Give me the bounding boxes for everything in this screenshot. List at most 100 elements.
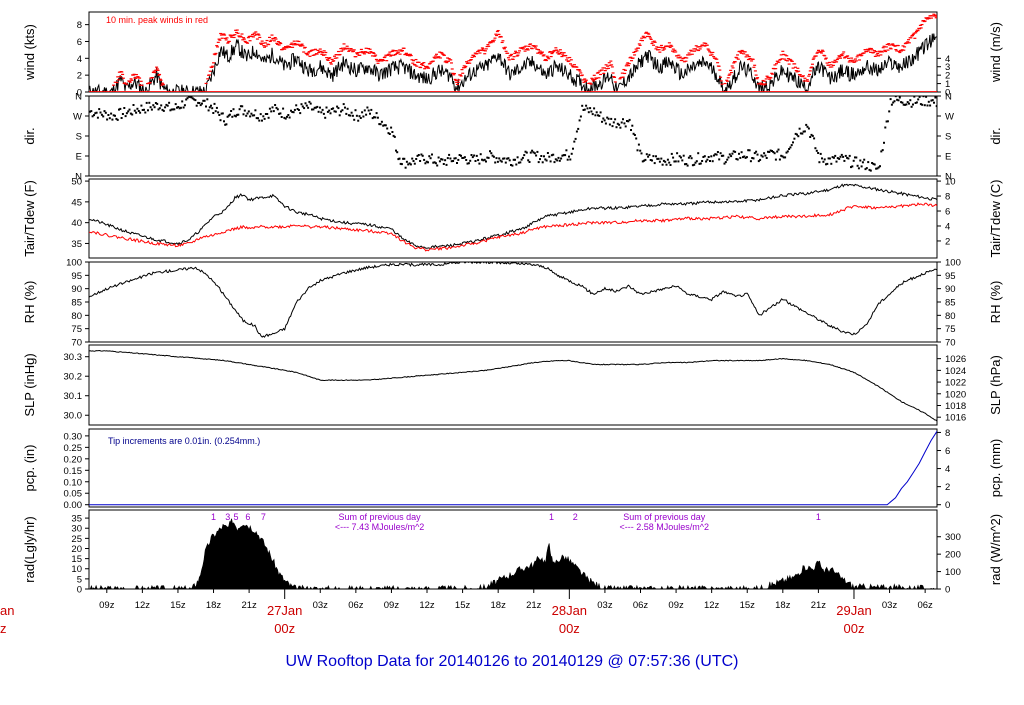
dir-point bbox=[599, 111, 602, 114]
dir-point bbox=[877, 166, 880, 169]
ytick-label-rh: 85 bbox=[71, 298, 82, 309]
ytick-right-label-slp: 1016 bbox=[945, 413, 966, 424]
ytick-right-label-temp: 4 bbox=[945, 221, 950, 232]
series-rad-rad bbox=[89, 518, 937, 589]
dir-point bbox=[523, 154, 526, 157]
dir-point bbox=[491, 154, 494, 157]
dir-point bbox=[796, 133, 798, 136]
dir-point bbox=[554, 158, 557, 161]
dir-point bbox=[411, 157, 414, 160]
rad-marker: 1 bbox=[211, 512, 216, 522]
dir-point bbox=[462, 156, 465, 159]
dir-point bbox=[357, 119, 360, 122]
dir-point bbox=[344, 106, 346, 109]
dir-point bbox=[813, 137, 816, 140]
rad-marker: 7 bbox=[261, 512, 266, 522]
dir-point bbox=[898, 96, 901, 99]
dir-point bbox=[830, 162, 833, 165]
day-date-label-clipped: an bbox=[0, 603, 14, 618]
dir-point bbox=[423, 158, 426, 161]
dir-point bbox=[850, 166, 852, 169]
dir-point bbox=[694, 161, 697, 164]
dir-point bbox=[798, 127, 801, 130]
ytick-right-label-pcp: 6 bbox=[945, 446, 950, 457]
dir-point bbox=[432, 161, 435, 164]
dir-point bbox=[506, 157, 509, 160]
dir-point bbox=[115, 117, 118, 120]
dir-point bbox=[445, 163, 448, 166]
dir-point bbox=[818, 161, 821, 164]
dir-point bbox=[635, 137, 638, 140]
dir-point bbox=[619, 126, 622, 129]
dir-point bbox=[421, 154, 424, 157]
xtick-label: 12z bbox=[704, 600, 720, 611]
dir-point bbox=[396, 151, 399, 154]
dir-point bbox=[276, 108, 279, 111]
dir-point bbox=[376, 116, 379, 119]
dir-point bbox=[637, 143, 640, 146]
dir-point bbox=[262, 115, 265, 118]
dir-point bbox=[561, 154, 564, 157]
dir-point bbox=[444, 159, 447, 162]
ytick-label-pcp: 0.00 bbox=[64, 500, 83, 511]
dir-point bbox=[586, 107, 589, 110]
dir-point bbox=[748, 149, 751, 152]
dir-point bbox=[834, 154, 837, 157]
series-group-wind bbox=[89, 13, 937, 92]
dir-point bbox=[436, 164, 439, 167]
dir-point bbox=[773, 152, 776, 155]
dir-point bbox=[450, 160, 453, 163]
dir-point bbox=[429, 157, 432, 160]
dir-point bbox=[857, 167, 860, 170]
dir-point bbox=[474, 160, 477, 162]
dir-point bbox=[624, 125, 627, 128]
dir-point bbox=[104, 111, 107, 114]
dir-point bbox=[726, 158, 729, 161]
ytick-right-label-wind: 4 bbox=[945, 54, 950, 65]
dir-point bbox=[664, 160, 667, 163]
dir-point bbox=[641, 160, 644, 163]
ytick-right-label-temp: 6 bbox=[945, 207, 950, 218]
dir-point bbox=[780, 154, 783, 157]
dir-point bbox=[253, 114, 256, 117]
xtick-label: 03z bbox=[313, 600, 329, 611]
dir-point bbox=[207, 109, 210, 112]
dir-point bbox=[202, 99, 205, 102]
dir-point bbox=[469, 159, 472, 162]
ytick-right-label-rad: 0 bbox=[945, 585, 950, 596]
dir-point bbox=[761, 155, 764, 158]
dir-point bbox=[482, 159, 485, 162]
dir-point bbox=[123, 107, 126, 109]
dir-point bbox=[292, 111, 295, 114]
dir-point bbox=[716, 151, 719, 153]
dir-point bbox=[212, 112, 215, 114]
dir-point bbox=[670, 152, 673, 155]
dir-point bbox=[871, 162, 874, 164]
dir-point bbox=[164, 106, 167, 109]
ytick-label-rad: 20 bbox=[71, 544, 82, 555]
dir-point bbox=[647, 155, 650, 158]
dir-point bbox=[574, 137, 577, 140]
dir-point bbox=[465, 159, 468, 161]
dir-point bbox=[786, 150, 789, 153]
dir-point bbox=[933, 101, 935, 104]
dir-point bbox=[915, 101, 918, 104]
ytick-label-slp: 30.1 bbox=[64, 391, 83, 402]
dir-point bbox=[894, 96, 897, 98]
xtick-label: 12z bbox=[419, 600, 435, 611]
dir-point bbox=[736, 158, 739, 161]
dir-point bbox=[419, 160, 422, 162]
ytick-right-label-temp: 8 bbox=[945, 192, 950, 203]
ytick-right-label-rad: 100 bbox=[945, 567, 961, 578]
dir-point bbox=[366, 106, 369, 109]
dir-point bbox=[448, 153, 451, 156]
dir-point bbox=[935, 105, 937, 108]
dir-point bbox=[815, 149, 818, 152]
dir-point bbox=[697, 152, 700, 155]
dir-point bbox=[665, 163, 668, 166]
ytick-label-pcp: 0.30 bbox=[64, 431, 83, 442]
dir-point bbox=[100, 113, 103, 116]
dir-point bbox=[799, 132, 802, 135]
dir-point bbox=[570, 152, 573, 155]
dir-point bbox=[304, 102, 307, 105]
